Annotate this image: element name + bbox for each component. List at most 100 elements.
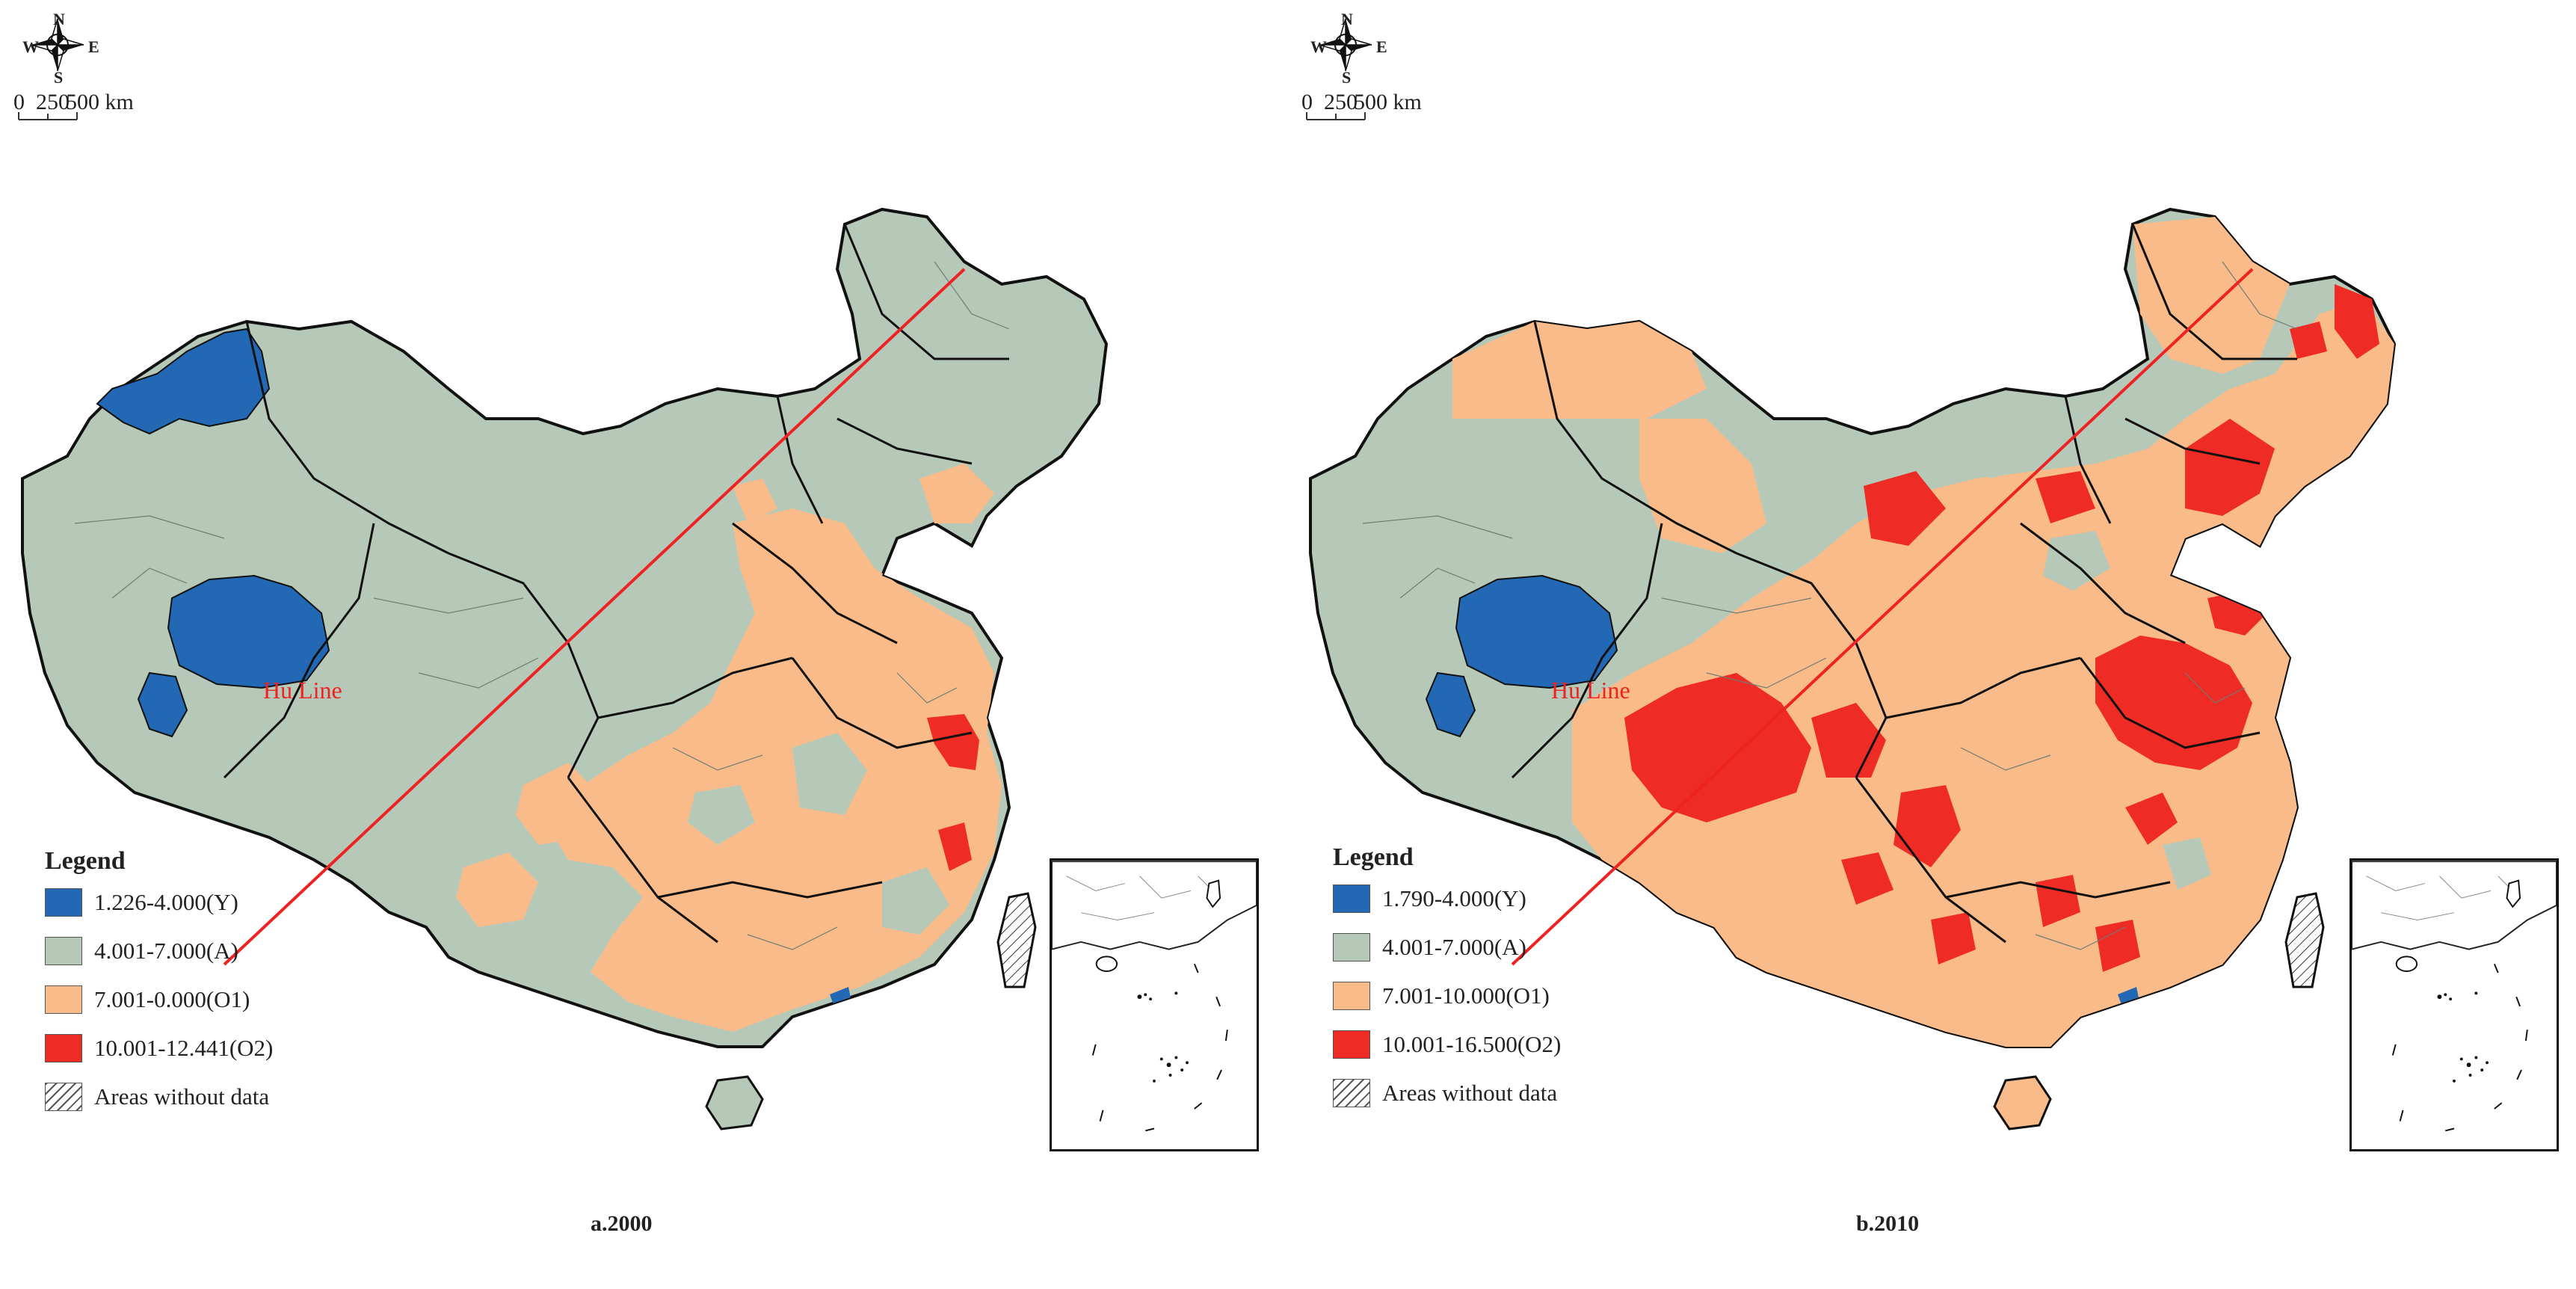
region-o1 (733, 479, 777, 523)
legend-swatch-a (1333, 933, 1370, 962)
region-o1 (2133, 217, 2290, 374)
legend-swatch-y (1333, 885, 1370, 913)
scale-bar (1306, 112, 1366, 120)
legend-item: 1.790-4.000(Y) (1333, 882, 1526, 915)
compass-south-label: S (54, 68, 64, 87)
hu-line-label: Hu Line (263, 677, 342, 704)
legend-item: 4.001-7.000(A) (1333, 931, 1526, 964)
legend-swatch-o1 (45, 985, 82, 1014)
legend-swatch-o1 (1333, 982, 1370, 1010)
region-y (167, 574, 330, 689)
compass-icon (31, 18, 84, 72)
legend-label: 10.001-16.500(O2) (1382, 1031, 1562, 1057)
china-map-2000 (18, 18, 1109, 1130)
region-o2 (2290, 322, 2327, 359)
region-o2 (1624, 673, 1811, 822)
legend-label: 1.790-4.000(Y) (1382, 885, 1526, 911)
map-panel-2000: N S E W 0 250 500 km Hu Line Legend 1.22… (13, 10, 1259, 1236)
legend-item: 4.001-7.000(A) (45, 935, 238, 967)
legend-item: 10.001-12.441(O2) (45, 1032, 273, 1065)
compass-west-label: W (22, 37, 39, 56)
legend-item: Areas without data (1333, 1077, 1557, 1110)
region-o1 (919, 464, 994, 523)
inset-map (1052, 861, 1257, 1132)
region-o2 (938, 822, 972, 871)
legend-label: 10.001-12.441(O2) (94, 1035, 274, 1061)
legend-title: Legend (45, 847, 126, 875)
hainan-island (1993, 1075, 2052, 1130)
legend-swatch-no-data (45, 1083, 82, 1111)
legend-swatch-o2 (1333, 1030, 1370, 1059)
region-a (688, 785, 755, 845)
scale-tick-250: 250 (36, 90, 70, 114)
legend-item: 7.001-10.000(O1) (1333, 979, 1550, 1012)
region-o1 (516, 763, 598, 845)
region-o2 (1811, 703, 1886, 778)
hu-line (223, 268, 966, 966)
compass-west-label: W (1310, 37, 1327, 56)
china-map-2010 (1306, 18, 2397, 1130)
scale-tick-500: 500 km (66, 90, 134, 114)
region-o2 (2125, 793, 2178, 845)
legend-label: 4.001-7.000(A) (94, 938, 238, 964)
scale-tick-0: 0 (1301, 90, 1313, 114)
south-china-sea-inset (2349, 858, 2559, 1151)
region-y (137, 671, 188, 738)
region-o2 (2095, 920, 2140, 972)
region-o2 (1841, 852, 1894, 905)
legend-label: 7.001-10.000(O1) (1382, 982, 1550, 1009)
region-o1 (1452, 322, 1707, 419)
scale-tick-500: 500 km (1354, 90, 1422, 114)
compass-north-label: N (53, 10, 65, 28)
panel-caption: b.2010 (1856, 1211, 1920, 1236)
region-a (792, 733, 867, 815)
hainan-island (705, 1075, 764, 1130)
legend-label: 1.226-4.000(Y) (94, 889, 238, 915)
compass-south-label: S (1342, 68, 1352, 87)
region-o2 (1864, 471, 1946, 546)
inset-islands (2437, 991, 2489, 1083)
hu-line (1511, 268, 2254, 966)
compass-icon (1319, 18, 1372, 72)
legend-swatch-a (45, 937, 82, 965)
region-y (1425, 671, 1476, 738)
inset-map (2352, 861, 2557, 1132)
legend-label: Areas without data (1382, 1080, 1558, 1106)
region-o2 (927, 714, 979, 770)
panel-caption: a.2000 (591, 1211, 653, 1236)
region-y (1455, 574, 1618, 689)
region-a (2043, 531, 2110, 591)
region-o2 (2185, 419, 2275, 516)
legend-swatch-y (45, 888, 82, 917)
region-a (1976, 419, 2043, 479)
region-o2 (2036, 471, 2095, 523)
legend-label: Areas without data (94, 1083, 270, 1110)
hu-line-label: Hu Line (1551, 677, 1630, 704)
compass-north-label: N (1341, 10, 1353, 28)
map-panel-2010: N S E W 0 250 500 km Hu Line Legend 1.79… (1288, 0, 2576, 1289)
legend-item: 1.226-4.000(Y) (45, 886, 238, 919)
scale-tick-0: 0 (13, 90, 25, 114)
nine-dash-line (1091, 963, 1228, 1132)
region-a (882, 867, 949, 935)
compass-east-label: E (1376, 37, 1387, 56)
county-borders (74, 261, 1010, 950)
legend-title: Legend (1333, 843, 1414, 871)
region-o2 (1931, 912, 1976, 965)
region-a (2163, 837, 2211, 890)
compass-east-label: E (88, 37, 99, 56)
region-y (96, 327, 271, 435)
nine-dash-line (2391, 963, 2528, 1132)
taiwan-island (996, 892, 1037, 988)
province-borders (1511, 224, 2297, 944)
south-china-sea-inset (1050, 858, 1259, 1151)
region-o2 (2335, 284, 2379, 359)
region-o2 (1894, 785, 1961, 867)
legend-label: 7.001-0.000(O1) (94, 986, 250, 1012)
legend-item: Areas without data (45, 1080, 269, 1113)
county-borders (1362, 261, 2298, 950)
scale-tick-250: 250 (1324, 90, 1358, 114)
legend-item: 10.001-16.500(O2) (1333, 1028, 1561, 1061)
taiwan-island (2284, 892, 2325, 988)
legend-swatch-no-data (1333, 1079, 1370, 1107)
